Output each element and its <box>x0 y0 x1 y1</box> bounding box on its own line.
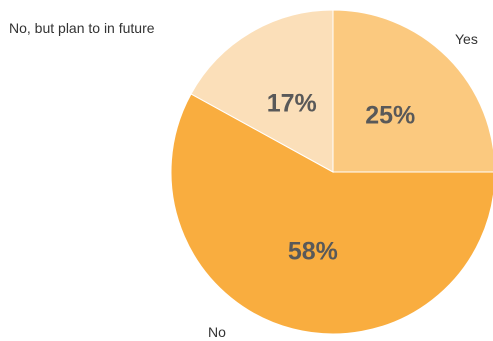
category-label-yes: Yes <box>455 31 478 47</box>
pie-slice-plan-future <box>190 9 334 173</box>
pie-slice-no <box>170 93 493 335</box>
value-label-no: 58% <box>288 237 338 265</box>
pie-category-labels: Yes No No, but plan to in future <box>9 20 478 340</box>
pie-value-labels: 25% 58% 17% <box>267 89 416 265</box>
category-label-plan-future: No, but plan to in future <box>9 20 155 36</box>
value-label-plan-future: 17% <box>267 89 317 117</box>
value-label-yes: 25% <box>365 102 415 130</box>
category-label-no: No <box>208 324 226 340</box>
pie-slices <box>170 9 493 335</box>
pie-slice-yes <box>332 9 493 173</box>
